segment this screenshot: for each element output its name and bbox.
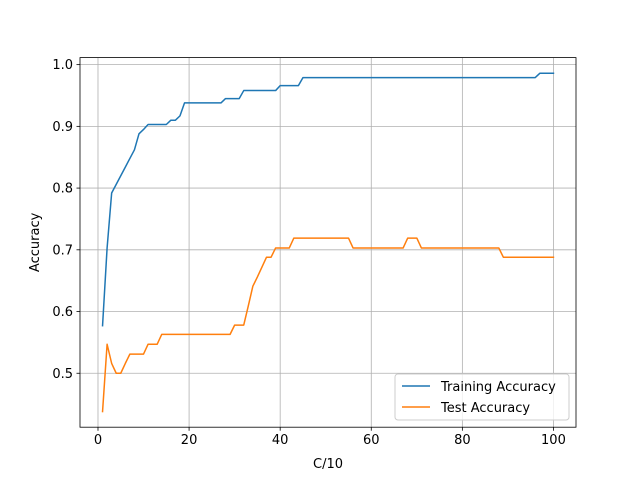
y-tick-label: 0.6 xyxy=(52,305,73,320)
x-tick-label: 0 xyxy=(94,433,102,448)
y-tick-label: 0.7 xyxy=(52,243,73,258)
y-tick-label: 0.9 xyxy=(52,120,73,135)
plot-frame xyxy=(79,57,577,428)
y-tick-label: 0.8 xyxy=(52,182,73,197)
y-tick-label: 0.5 xyxy=(52,367,73,382)
training-accuracy-line xyxy=(101,72,555,327)
x-tick-label: 60 xyxy=(363,433,380,448)
y-tick-label: 1.0 xyxy=(52,58,73,73)
legend-label-training: Training Accuracy xyxy=(440,380,556,395)
plot-lines xyxy=(101,72,555,413)
legend-box xyxy=(394,373,570,421)
x-tick-label: 100 xyxy=(541,433,566,448)
grid xyxy=(80,57,576,428)
legend: Training Accuracy Test Accuracy xyxy=(394,373,570,421)
x-tick-label: 20 xyxy=(181,433,198,448)
x-axis-label: C/10 xyxy=(313,457,343,472)
test-accuracy-line xyxy=(101,237,555,413)
legend-label-test: Test Accuracy xyxy=(440,401,530,416)
x-tick-label: 80 xyxy=(454,433,471,448)
x-tick-label: 40 xyxy=(272,433,289,448)
axis-ticks: 0 20 40 60 80 100 0.5 0.6 0.7 0.8 0.9 1.0 xyxy=(52,58,566,448)
y-axis-label: Accuracy xyxy=(28,212,43,272)
